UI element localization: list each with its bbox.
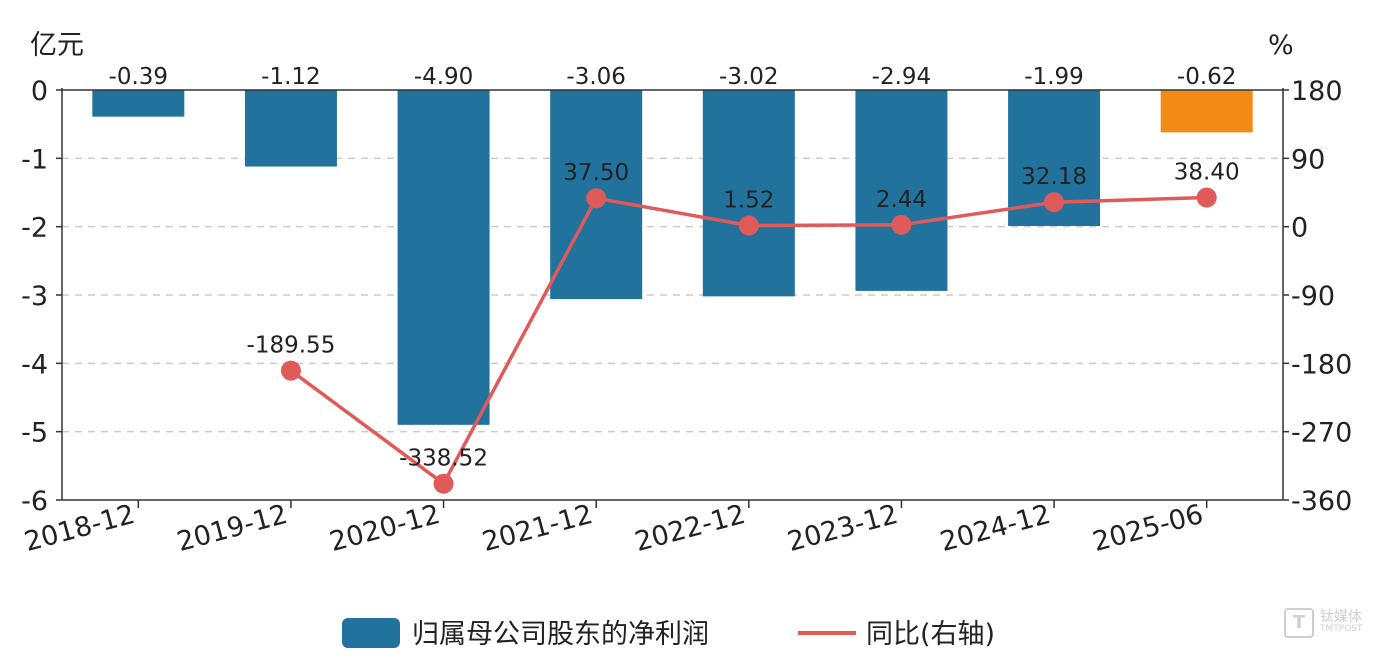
x-tick-label-2024-12: 2024-12 (937, 499, 1054, 558)
legend-label-net-profit: 归属母公司股东的净利润 (412, 619, 709, 650)
right-tick-label: 90 (1291, 144, 1325, 175)
bar-2018-12 (92, 90, 185, 117)
x-tick-label-2025-06: 2025-06 (1090, 499, 1207, 558)
left-tick-label: -1 (21, 144, 48, 175)
bar-2019-12 (244, 90, 337, 167)
left-tick-label: -4 (21, 349, 48, 380)
yoy-point-2024-12 (1044, 192, 1065, 213)
legend-swatch-net-profit (342, 618, 400, 648)
right-tick-label: -270 (1291, 418, 1352, 449)
bar-label-2019-12: -1.12 (261, 64, 321, 90)
watermark-title: 钛媒体 (1320, 609, 1362, 625)
yoy-label-2021-12: 37.50 (563, 160, 629, 186)
bar-label-2022-12: -3.02 (719, 64, 779, 90)
right-axis-unit: % (1268, 30, 1294, 61)
x-tick-label-2023-12: 2023-12 (784, 499, 901, 558)
left-tick-label: -2 (21, 213, 48, 244)
left-tick-label: 0 (31, 76, 48, 107)
x-tick-label-2020-12: 2020-12 (326, 499, 443, 558)
legend-label-yoy: 同比(右轴) (866, 619, 995, 650)
bar-2022-12 (702, 90, 795, 297)
x-tick-label-2022-12: 2022-12 (632, 499, 749, 558)
bar-2023-12 (855, 90, 948, 291)
bar-label-2018-12: -0.39 (109, 64, 169, 90)
left-tick-label: -3 (21, 281, 48, 312)
yoy-label-2022-12: 1.52 (723, 188, 774, 214)
yoy-point-2021-12 (586, 188, 607, 209)
left-axis-unit: 亿元 (30, 30, 84, 61)
watermark-logo-icon: T (1284, 608, 1314, 638)
yoy-point-2020-12 (433, 473, 454, 494)
bar-2020-12 (397, 90, 490, 425)
right-tick-label: -180 (1291, 349, 1352, 380)
left-tick-label: -6 (21, 486, 48, 517)
yoy-point-2022-12 (738, 215, 759, 236)
yoy-point-2023-12 (891, 214, 912, 235)
right-tick-label: 180 (1291, 76, 1343, 107)
right-tick-label: 0 (1291, 213, 1308, 244)
right-tick-label: -360 (1291, 486, 1352, 517)
yoy-label-2020-12: -338.52 (399, 446, 488, 472)
x-tick-label-2021-12: 2021-12 (479, 499, 596, 558)
watermark-subtitle: TMTPOST (1320, 624, 1363, 634)
yoy-label-2019-12: -189.55 (247, 333, 336, 359)
bar-label-2021-12: -3.06 (566, 64, 626, 90)
watermark: T 钛媒体 TMTPOST (1284, 606, 1384, 640)
left-tick-label: -5 (21, 418, 48, 449)
yoy-label-2024-12: 32.18 (1021, 164, 1087, 190)
yoy-label-2025-06: 38.40 (1174, 160, 1240, 186)
bar-label-2023-12: -2.94 (872, 64, 932, 90)
bar-label-2020-12: -4.90 (414, 64, 474, 90)
yoy-label-2023-12: 2.44 (876, 187, 927, 213)
yoy-point-2025-06 (1196, 187, 1217, 208)
yoy-point-2019-12 (280, 360, 301, 381)
x-tick-label-2019-12: 2019-12 (174, 499, 291, 558)
bar-label-2025-06: -0.62 (1177, 64, 1237, 90)
bar-2025-06 (1160, 90, 1253, 133)
right-tick-label: -90 (1291, 281, 1335, 312)
bar-label-2024-12: -1.99 (1024, 64, 1084, 90)
